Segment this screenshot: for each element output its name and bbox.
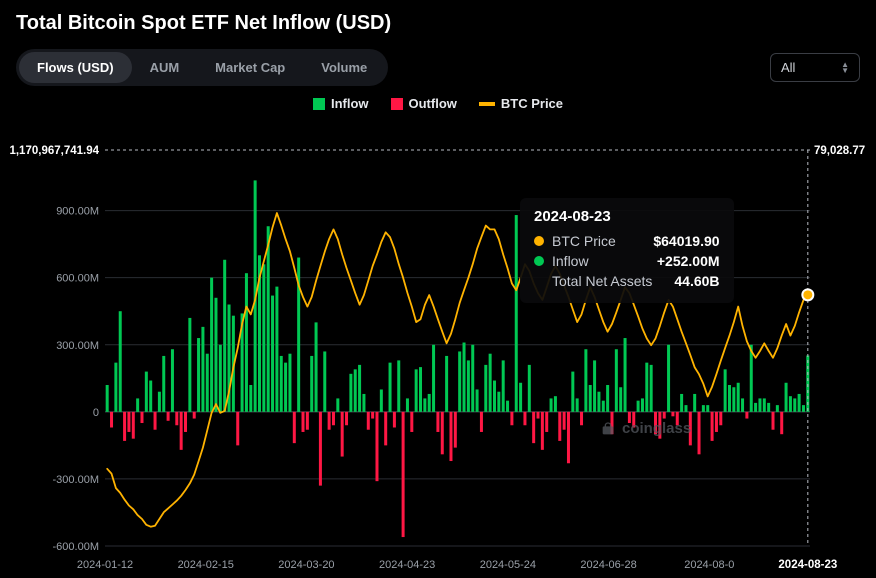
page-title: Total Bitcoin Spot ETF Net Inflow (USD) xyxy=(0,0,876,35)
chart-legend: Inflow Outflow BTC Price xyxy=(0,96,876,117)
inflow-swatch-icon xyxy=(313,98,325,110)
svg-text:2024-04-23: 2024-04-23 xyxy=(379,559,435,571)
svg-text:1,170,967,741.94: 1,170,967,741.94 xyxy=(9,145,99,157)
legend-btc-price[interactable]: BTC Price xyxy=(479,96,563,111)
tab-flows-usd-[interactable]: Flows (USD) xyxy=(19,52,132,83)
svg-text:-600.00M: -600.00M xyxy=(53,541,99,553)
svg-text:-300.00M: -300.00M xyxy=(53,474,99,486)
svg-text:2024-08-0: 2024-08-0 xyxy=(684,559,734,571)
svg-text:79,028.77: 79,028.77 xyxy=(814,145,865,157)
watermark: coinglass xyxy=(600,420,691,437)
range-select-value: All xyxy=(781,60,795,75)
tab-aum[interactable]: AUM xyxy=(132,52,198,83)
legend-outflow[interactable]: Outflow xyxy=(391,96,457,111)
svg-text:2024-02-15: 2024-02-15 xyxy=(178,559,234,571)
legend-inflow[interactable]: Inflow xyxy=(313,96,369,111)
svg-text:2024-03-20: 2024-03-20 xyxy=(278,559,334,571)
tab-market-cap[interactable]: Market Cap xyxy=(197,52,303,83)
svg-text:0: 0 xyxy=(93,407,99,419)
watermark-icon xyxy=(600,421,616,437)
chart-area[interactable]: -600.00M -300.00M 0 300.00M 600.00M 900.00M 1,… xyxy=(0,138,876,578)
range-select[interactable]: All ▲▼ xyxy=(770,53,860,82)
svg-text:900.00M: 900.00M xyxy=(56,206,99,218)
svg-text:2024-01-12: 2024-01-12 xyxy=(77,559,133,571)
svg-text:300.00M: 300.00M xyxy=(56,340,99,352)
svg-text:2024-06-28: 2024-06-28 xyxy=(580,559,636,571)
tab-volume[interactable]: Volume xyxy=(303,52,385,83)
controls-row: Flows (USD)AUMMarket CapVolume All ▲▼ xyxy=(0,35,876,96)
price-swatch-icon xyxy=(479,102,495,106)
chart-svg: -600.00M -300.00M 0 300.00M 600.00M 900.00M 1,… xyxy=(0,138,876,578)
svg-text:600.00M: 600.00M xyxy=(56,273,99,285)
outflow-swatch-icon xyxy=(391,98,403,110)
svg-text:2024-05-24: 2024-05-24 xyxy=(480,559,536,571)
metric-tabs: Flows (USD)AUMMarket CapVolume xyxy=(16,49,388,86)
chevron-updown-icon: ▲▼ xyxy=(841,62,849,74)
svg-text:2024-08-23: 2024-08-23 xyxy=(778,559,837,571)
